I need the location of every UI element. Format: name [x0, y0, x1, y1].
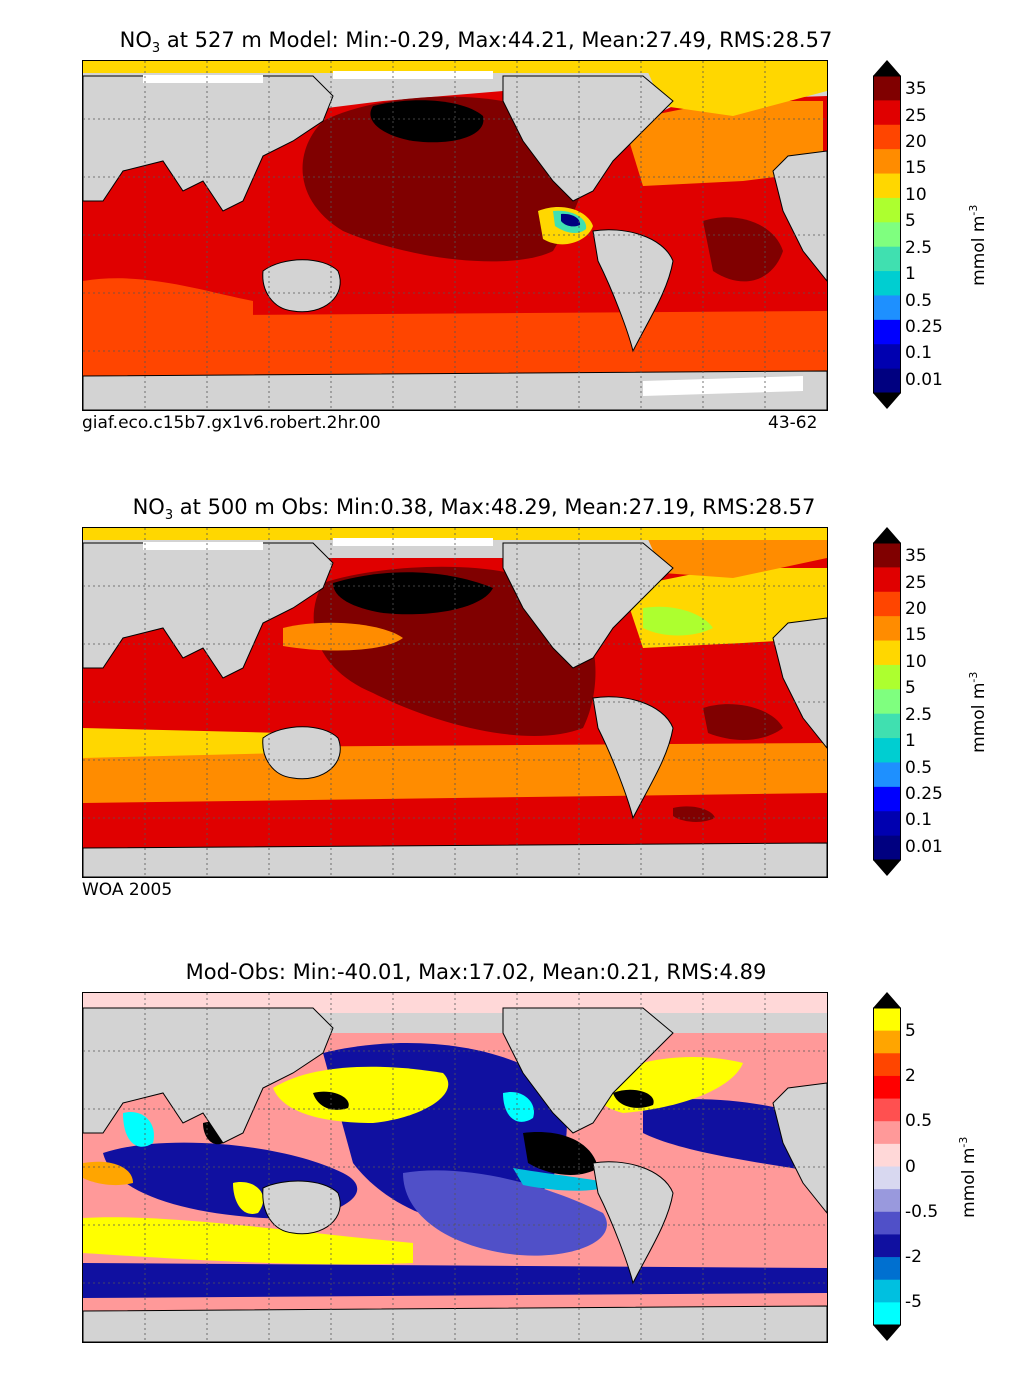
colorbar-tick-label: 1: [905, 731, 916, 752]
colorbar-segment: [873, 344, 901, 370]
colorbar-segment: [873, 1053, 901, 1077]
colorbar-tick-label: 20: [905, 599, 927, 620]
colorbar-tick-label: 15: [905, 158, 927, 179]
colorbar-segment: [873, 1098, 901, 1122]
model-colorbar: [873, 60, 901, 409]
diff-map: [82, 992, 828, 1343]
colorbar-frame: [873, 1007, 901, 1326]
colorbar-tick-label: 15: [905, 625, 927, 646]
colorbar-segment: [873, 1211, 901, 1235]
colorbar-tick-label: 10: [905, 651, 927, 672]
colorbar-tick-label: 25: [905, 105, 927, 126]
colorbar-segment: [873, 1189, 901, 1213]
colorbar-segment: [873, 689, 901, 715]
colorbar-segment: [873, 76, 901, 101]
colorbar-segment: [873, 543, 901, 568]
colorbar-tick-label: 1: [905, 264, 916, 285]
model-caption-left: giaf.eco.c15b7.gx1v6.robert.2hr.00: [82, 413, 381, 433]
obs-colorbar-unit: mmol m-3: [967, 671, 989, 753]
colorbar-segment: [873, 173, 901, 199]
colorbar-tick-label: 0.5: [905, 757, 933, 778]
colorbar-tick-label: 2: [905, 1065, 916, 1086]
colorbar-extend-top: [873, 527, 901, 543]
colorbar-segment: [873, 197, 901, 223]
obs-colorbar: [873, 527, 901, 876]
model-title: NO3 at 527 m Model: Min:-0.29, Max:44.21…: [119, 28, 833, 57]
colorbar-tick-label: 0.1: [905, 343, 933, 364]
colorbar-tick-label: 25: [905, 572, 927, 593]
colorbar-segment: [873, 271, 901, 296]
colorbar-segment: [873, 1279, 901, 1303]
colorbar-segment: [873, 124, 901, 150]
colorbar-segment: [873, 1302, 901, 1326]
colorbar-segment: [873, 1030, 901, 1054]
colorbar-segment: [873, 835, 901, 861]
model-colorbar-svg: [873, 60, 901, 409]
colorbar-tick-label: 0.25: [905, 783, 943, 804]
colorbar-segment: [873, 616, 901, 642]
colorbar-tick-label: 20: [905, 132, 927, 153]
colorbar-segment: [873, 1257, 901, 1281]
colorbar-segment: [873, 1166, 901, 1190]
colorbar-segment: [873, 295, 901, 321]
colorbar-tick-label: -2: [905, 1247, 922, 1268]
diff-colorbar-svg: [873, 992, 901, 1341]
colorbar-frame: [873, 75, 901, 394]
colorbar-segment: [873, 1143, 901, 1167]
colorbar-segment: [873, 786, 901, 812]
colorbar-extend-top: [873, 60, 901, 76]
obs-map: [82, 527, 828, 878]
colorbar-tick-label: 35: [905, 546, 927, 567]
obs-title: NO3 at 500 m Obs: Min:0.38, Max:48.29, M…: [132, 495, 816, 524]
colorbar-tick-label: 2.5: [905, 704, 933, 725]
colorbar-segment: [873, 762, 901, 788]
colorbar-segment: [873, 368, 901, 394]
colorbar-segment: [873, 1008, 901, 1032]
model-map: [82, 60, 828, 411]
colorbar-tick-label: 0.5: [905, 290, 933, 311]
colorbar-extend-bottom: [873, 393, 901, 409]
colorbar-segment: [873, 713, 901, 739]
colorbar-tick-label: 0.25: [905, 316, 943, 337]
colorbar-tick-label: 35: [905, 79, 927, 100]
diff-colorbar: [873, 992, 901, 1341]
colorbar-extend-top: [873, 992, 901, 1008]
colorbar-tick-label: 0.1: [905, 810, 933, 831]
colorbar-segment: [873, 100, 901, 126]
colorbar-segment: [873, 1075, 901, 1100]
colorbar-tick-label: 0: [905, 1156, 916, 1177]
colorbar-segment: [873, 246, 901, 272]
colorbar-tick-label: -5: [905, 1292, 922, 1313]
colorbar-segment: [873, 738, 901, 763]
colorbar-segment: [873, 591, 901, 617]
model-caption-right: 43-62: [768, 413, 818, 433]
colorbar-segment: [873, 1121, 901, 1145]
diff-title: Mod-Obs: Min:-40.01, Max:17.02, Mean:0.2…: [185, 960, 767, 984]
colorbar-segment: [873, 811, 901, 837]
colorbar-tick-label: 5: [905, 211, 916, 232]
colorbar-segment: [873, 567, 901, 593]
colorbar-segment: [873, 1234, 901, 1258]
colorbar-segment: [873, 319, 901, 345]
colorbar-tick-label: -0.5: [905, 1201, 939, 1222]
model-colorbar-unit: mmol m-3: [967, 204, 989, 286]
colorbar-tick-label: 0.5: [905, 1111, 933, 1132]
colorbar-segment: [873, 149, 901, 175]
colorbar-tick-label: 2.5: [905, 237, 933, 258]
colorbar-segment: [873, 640, 901, 666]
colorbar-tick-label: 5: [905, 678, 916, 699]
colorbar-extend-bottom: [873, 860, 901, 876]
colorbar-tick-label: 0.01: [905, 836, 943, 857]
colorbar-segment: [873, 664, 901, 690]
colorbar-segment: [873, 222, 901, 248]
colorbar-tick-label: 5: [905, 1020, 916, 1041]
colorbar-tick-label: 0.01: [905, 369, 943, 390]
colorbar-extend-bottom: [873, 1325, 901, 1341]
colorbar-frame: [873, 542, 901, 861]
colorbar-tick-label: 10: [905, 184, 927, 205]
obs-caption-left: WOA 2005: [82, 880, 173, 900]
diff-colorbar-unit: mmol m-3: [957, 1136, 979, 1218]
obs-colorbar-svg: [873, 527, 901, 876]
